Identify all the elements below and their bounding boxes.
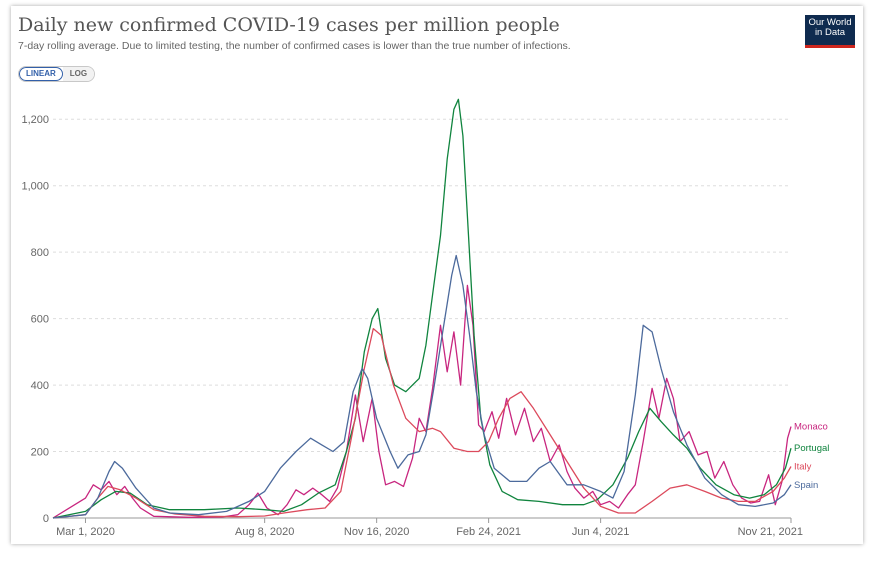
legend-layer: Monaco Portugal Italy Spain xyxy=(794,422,829,491)
y-tick-label: 200 xyxy=(31,447,49,459)
y-tick-label: 1,200 xyxy=(21,114,49,126)
x-tick-label: Mar 1, 2020 xyxy=(56,526,115,538)
y-tick-label: 600 xyxy=(31,314,49,326)
x-tick-label: Jun 4, 2021 xyxy=(572,526,630,538)
x-tick-label: Nov 16, 2020 xyxy=(344,526,409,538)
legend-label-italy: Italy xyxy=(794,461,812,472)
legend-label-portugal: Portugal xyxy=(794,443,829,454)
series-line-italy xyxy=(52,327,792,519)
y-tick-label: 1,000 xyxy=(21,181,49,193)
series-line-portugal xyxy=(52,98,792,519)
x-tick-label: Feb 24, 2021 xyxy=(456,526,521,538)
logo-line-2: in Data xyxy=(814,27,846,38)
y-tick-label: 0 xyxy=(43,513,49,525)
axis-layer: 0 200 400 600 800 1,000 1,200 Mar 1, 2020 Aug 8,… xyxy=(21,114,803,538)
x-tick-label: Aug 8, 2020 xyxy=(235,526,294,538)
y-tick-label: 400 xyxy=(31,380,49,392)
logo-line-1: Our World xyxy=(808,17,852,28)
series-layer xyxy=(52,98,792,519)
linear-scale-button[interactable]: LINEAR xyxy=(19,67,63,81)
chart-subtitle: 7-day rolling average. Due to limited te… xyxy=(18,40,571,52)
logo-underline xyxy=(805,45,855,48)
series-line-monaco xyxy=(52,284,792,519)
y-tick-label: 800 xyxy=(31,247,49,259)
grid-layer xyxy=(53,118,791,453)
log-scale-button[interactable]: LOG xyxy=(62,67,95,81)
owid-logo[interactable]: Our World in Data xyxy=(805,15,855,45)
chart-title: Daily new confirmed COVID-19 cases per m… xyxy=(18,14,560,36)
legend-label-spain: Spain xyxy=(794,480,818,491)
chart-frame: Daily new confirmed COVID-19 cases per m… xyxy=(11,6,863,544)
series-line-spain xyxy=(52,254,792,519)
x-tick-label: Nov 21, 2021 xyxy=(738,526,803,538)
scale-toggle: LINEAR LOG xyxy=(18,66,96,82)
line-chart: 0 200 400 600 800 1,000 1,200 Mar 1, 2020 Aug 8,… xyxy=(21,98,829,538)
legend-label-monaco: Monaco xyxy=(794,422,828,433)
